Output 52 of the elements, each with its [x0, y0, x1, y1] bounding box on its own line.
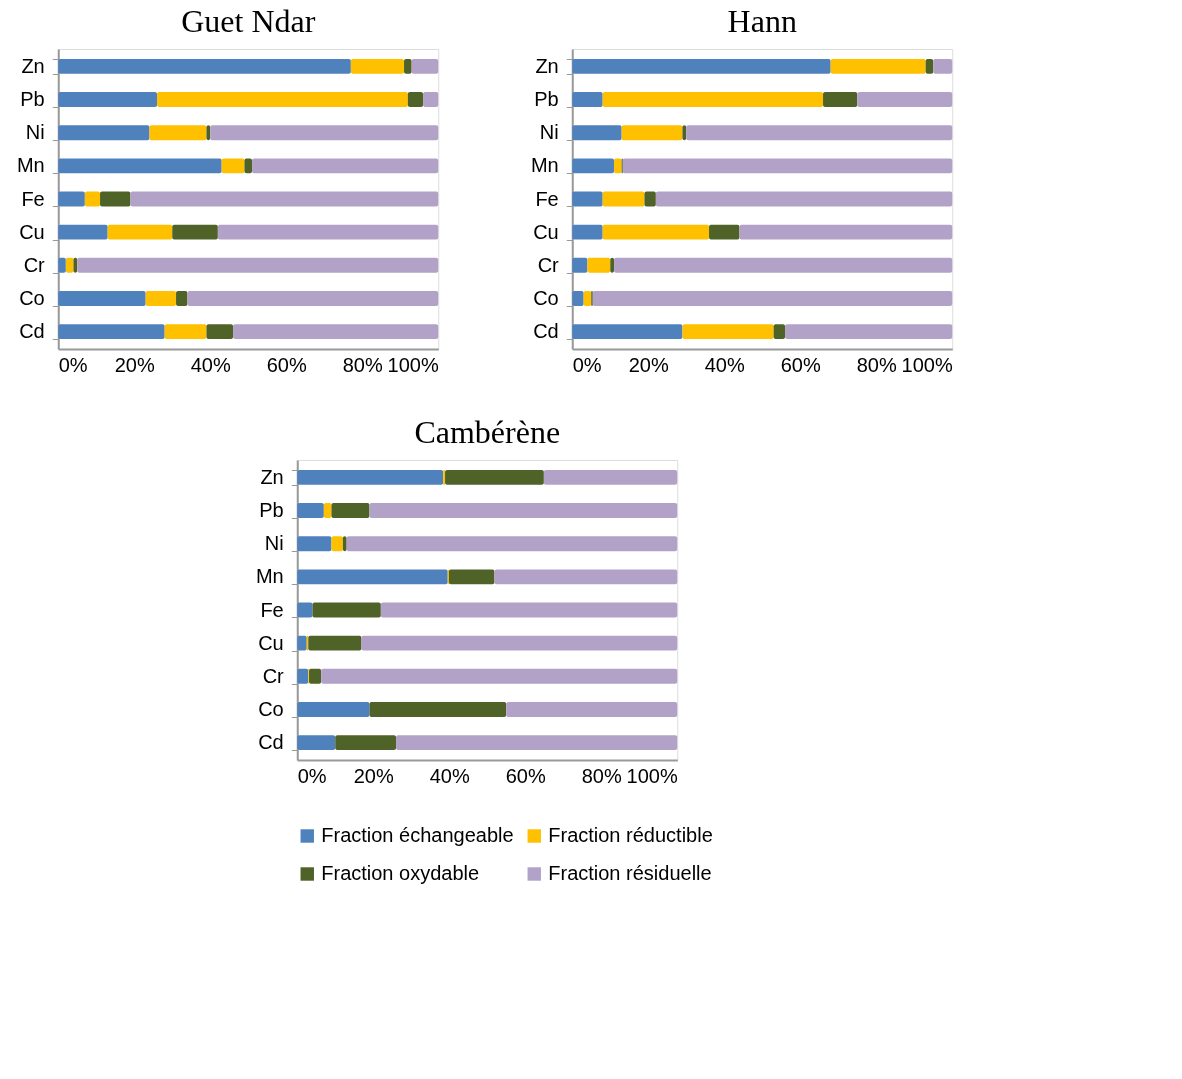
chart-title: Hann [727, 3, 797, 39]
legend-label: Fraction résiduelle [548, 862, 712, 884]
y-tick-label: Ni [264, 532, 284, 555]
x-tick-label: 100% [387, 353, 439, 376]
x-tick-label: 80% [342, 353, 383, 376]
y-tick-label: Mn [16, 154, 45, 177]
y-tick-label: Cu [258, 631, 284, 654]
y-tick-label: Co [258, 697, 284, 720]
x-tick-label: 80% [856, 353, 897, 376]
x-tick-label: 60% [266, 353, 307, 376]
y-tick-label: Cr [262, 664, 285, 687]
x-tick-label: 40% [429, 764, 470, 787]
chart-title: Guet Ndar [181, 3, 316, 39]
legend-label: Fraction réductible [548, 824, 713, 846]
y-tick-label: Cu [19, 220, 45, 243]
y-tick-label: Mn [255, 565, 284, 588]
y-tick-label: Cr [537, 253, 560, 276]
y-tick-label: Zn [260, 465, 284, 488]
y-tick-label: Pb [259, 499, 284, 522]
x-tick-label: 100% [626, 764, 678, 787]
y-tick-label: Mn [530, 154, 559, 177]
x-tick-label: 20% [628, 353, 669, 376]
x-tick-label: 40% [190, 353, 231, 376]
y-tick-label: Zn [21, 54, 45, 77]
y-tick-label: Cu [533, 220, 559, 243]
legend-label: Fraction échangeable [321, 824, 514, 846]
x-tick-label: 100% [901, 353, 953, 376]
x-tick-label: 0% [297, 764, 327, 787]
y-tick-label: Cd [19, 320, 45, 343]
x-tick-label: 80% [581, 764, 622, 787]
y-tick-label: Pb [534, 88, 559, 111]
y-tick-label: Ni [539, 121, 559, 144]
x-tick-label: 60% [505, 764, 546, 787]
y-tick-label: Pb [20, 88, 45, 111]
x-tick-label: 0% [58, 353, 88, 376]
y-tick-label: Co [19, 286, 45, 309]
y-tick-label: Co [533, 286, 559, 309]
y-tick-label: Cd [533, 320, 559, 343]
x-tick-label: 40% [704, 353, 745, 376]
chart-title: Cambérène [414, 414, 561, 450]
x-tick-label: 60% [780, 353, 821, 376]
x-tick-label: 20% [353, 764, 394, 787]
y-tick-label: Ni [25, 121, 45, 144]
x-tick-label: 0% [572, 353, 602, 376]
x-tick-label: 20% [114, 353, 155, 376]
legend-label: Fraction oxydable [321, 862, 480, 884]
y-tick-label: Fe [21, 187, 45, 210]
y-tick-label: Cr [23, 253, 46, 276]
y-tick-label: Zn [535, 54, 559, 77]
y-tick-label: Cd [258, 731, 284, 754]
y-tick-label: Fe [260, 598, 284, 621]
y-tick-label: Fe [535, 187, 559, 210]
